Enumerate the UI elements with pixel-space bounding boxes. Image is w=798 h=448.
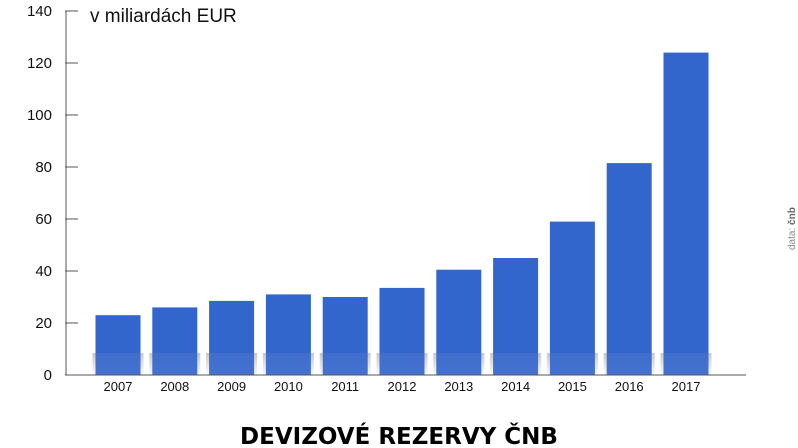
bar-2014-base [493,353,539,375]
bar-2007 [95,315,141,353]
y-tick-label: 100 [27,107,52,124]
bar-2007-base [95,353,141,375]
x-tick-label-2013: 2013 [444,379,473,394]
x-tick-label-2009: 2009 [217,379,246,394]
x-tick-label-2011: 2011 [331,379,359,394]
bar-2010-base [265,353,311,375]
x-tick-label-2007: 2007 [104,379,133,394]
x-tick-label-2017: 2017 [672,379,701,394]
y-tick-label: 0 [44,367,52,384]
chart-title: DEVIZOVÉ REZERVY ČNB [240,422,558,448]
x-tick-label-2015: 2015 [558,379,587,394]
y-tick-label: 140 [27,3,52,20]
bar-2016 [606,163,652,353]
x-tick-label-2010: 2010 [274,379,303,394]
source-note: data: čnb [787,207,798,250]
bar-2012-base [379,353,425,375]
bar-2015-base [549,353,595,375]
y-tick-label: 120 [27,55,52,72]
x-tick-label-2014: 2014 [501,379,530,394]
bar-2011-base [322,353,368,375]
bar-series [95,52,709,375]
y-tick-label: 40 [35,263,52,280]
x-tick-label-2008: 2008 [160,379,189,394]
y-axis-ticks: 0 20 40 60 80 100 120 140 [27,3,78,384]
bar-2012 [379,287,425,353]
y-tick-label: 60 [35,211,52,228]
bar-2013 [436,269,482,353]
x-tick-label-2016: 2016 [615,379,644,394]
x-tick-label-2012: 2012 [388,379,417,394]
bar-2015 [549,221,595,353]
bar-2009-base [209,353,255,375]
y-tick-label: 80 [35,159,52,176]
source-name: čnb [787,207,798,225]
bar-2010 [265,294,311,353]
bar-2017 [663,52,709,353]
bar-2016-base [606,353,652,375]
bar-2011 [322,297,368,353]
source-prefix: data: [787,225,798,250]
bar-2008-base [152,353,198,375]
y-tick-label: 20 [35,315,52,332]
bar-2014 [493,258,539,353]
bar-2008 [152,307,198,353]
x-axis-ticks: 2007 2008 2009 2010 2011 2012 2013 2014 2015 2016… [104,379,701,394]
y-axis-unit-label: v miliardách EUR [90,6,237,27]
bar-2009 [209,300,255,353]
bar-2017-base [663,353,709,375]
bar-2013-base [436,353,482,375]
